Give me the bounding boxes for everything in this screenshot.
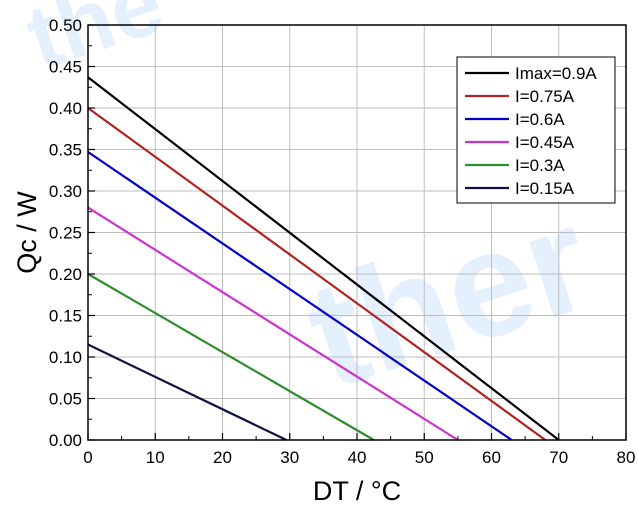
x-tick-label: 10	[146, 448, 165, 467]
legend-label: I=0.15A	[515, 179, 575, 198]
y-tick-labels: 0.00 0.05 0.10 0.15 0.20 0.25 0.30 0.35 0.40 0.45…	[49, 16, 82, 450]
series-line-6	[87, 343, 287, 441]
y-tick-label: 0.35	[49, 141, 82, 160]
y-tick-label: 0.20	[49, 265, 82, 284]
y-tick-label: 0.40	[49, 99, 82, 118]
legend-box	[456, 56, 616, 204]
legend-label: I=0.3A	[515, 156, 565, 175]
x-tick-label: 40	[348, 448, 367, 467]
y-tick-label: 0.10	[49, 348, 82, 367]
series-line-1	[87, 76, 560, 441]
legend-label: I=0.45A	[515, 133, 575, 152]
x-tick-label: 30	[280, 448, 299, 467]
series-line-4	[87, 206, 459, 441]
x-axis-title: DT / °C	[313, 476, 401, 505]
legend: Imax=0.9A I=0.75A I=0.6A I=0.45A I=0.3A I=0.1…	[456, 56, 616, 204]
x-tick-label: 80	[617, 448, 636, 467]
x-tick-label: 20	[213, 448, 232, 467]
y-tick-label: 0.15	[49, 307, 82, 326]
svg-text:the: the	[15, 0, 174, 89]
y-tick-label: 0.30	[49, 182, 82, 201]
axis-ticks	[87, 24, 627, 441]
y-axis-title: Qc / W	[12, 191, 42, 274]
legend-label: I=0.75A	[515, 87, 575, 106]
x-tick-label: 50	[415, 448, 434, 467]
series-line-5	[87, 273, 375, 441]
y-tick-label: 0.50	[49, 16, 82, 35]
series-line-3	[87, 151, 513, 441]
y-tick-label: 0.45	[49, 58, 82, 77]
x-tick-label: 0	[83, 448, 92, 467]
y-tick-label: 0.05	[49, 390, 82, 409]
svg-text:ther: ther	[288, 173, 609, 420]
x-tick-labels: 0 10 20 30 40 50 60 70 80	[83, 448, 635, 467]
series-lines	[87, 76, 560, 441]
legend-label: Imax=0.9A	[515, 64, 597, 83]
x-tick-label: 70	[549, 448, 568, 467]
y-tick-label: 0.25	[49, 224, 82, 243]
y-tick-label: 0.00	[49, 431, 82, 450]
legend-label: I=0.6A	[515, 110, 565, 129]
x-tick-label: 60	[482, 448, 501, 467]
series-line-2	[87, 107, 546, 441]
